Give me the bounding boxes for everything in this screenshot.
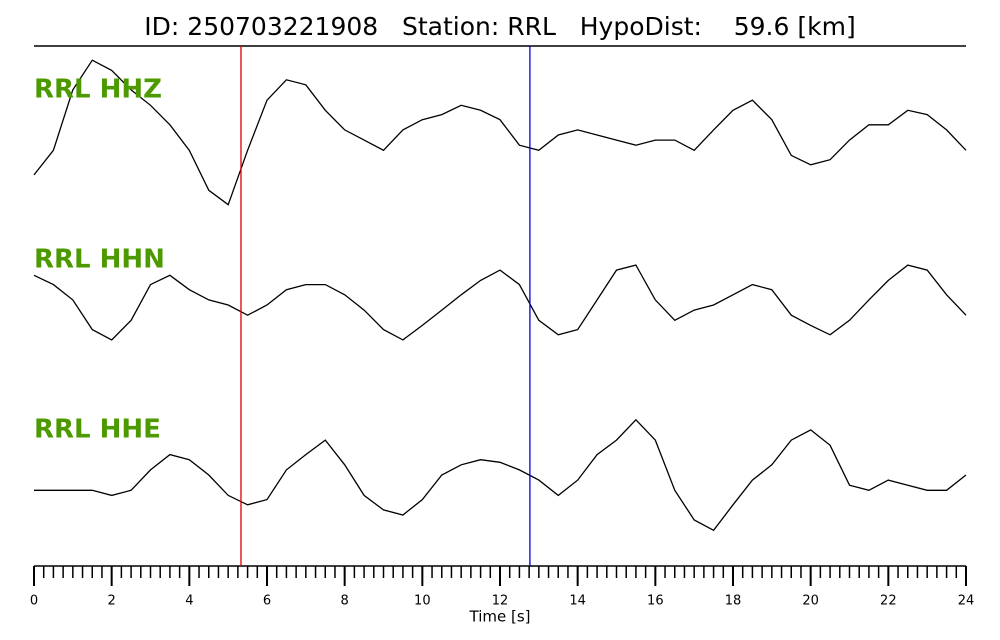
x-axis-label: Time [s] <box>469 608 531 626</box>
x-tick-label: 0 <box>30 594 38 609</box>
x-tick-label: 14 <box>569 594 586 609</box>
trace-label: RRL HHZ <box>34 75 162 105</box>
x-tick-label: 22 <box>880 594 897 609</box>
chart-title: ID: 250703221908 Station: RRL HypoDist: … <box>144 12 855 41</box>
x-tick-label: 18 <box>725 594 742 609</box>
x-tick-label: 6 <box>263 594 271 609</box>
waveform <box>33 264 967 341</box>
waveform <box>34 418 967 532</box>
x-tick-label: 24 <box>958 594 975 609</box>
x-tick-label: 8 <box>341 594 349 609</box>
x-tick-label: 20 <box>802 594 819 609</box>
x-tick-label: 4 <box>185 594 193 609</box>
x-tick-label: 12 <box>492 594 509 609</box>
x-tick-label: 16 <box>647 594 664 609</box>
trace-label: RRL HHE <box>34 415 161 445</box>
waveform <box>33 59 967 206</box>
trace-label: RRL HHN <box>34 245 165 275</box>
x-tick-label: 10 <box>414 594 431 609</box>
x-tick-label: 2 <box>108 594 116 609</box>
